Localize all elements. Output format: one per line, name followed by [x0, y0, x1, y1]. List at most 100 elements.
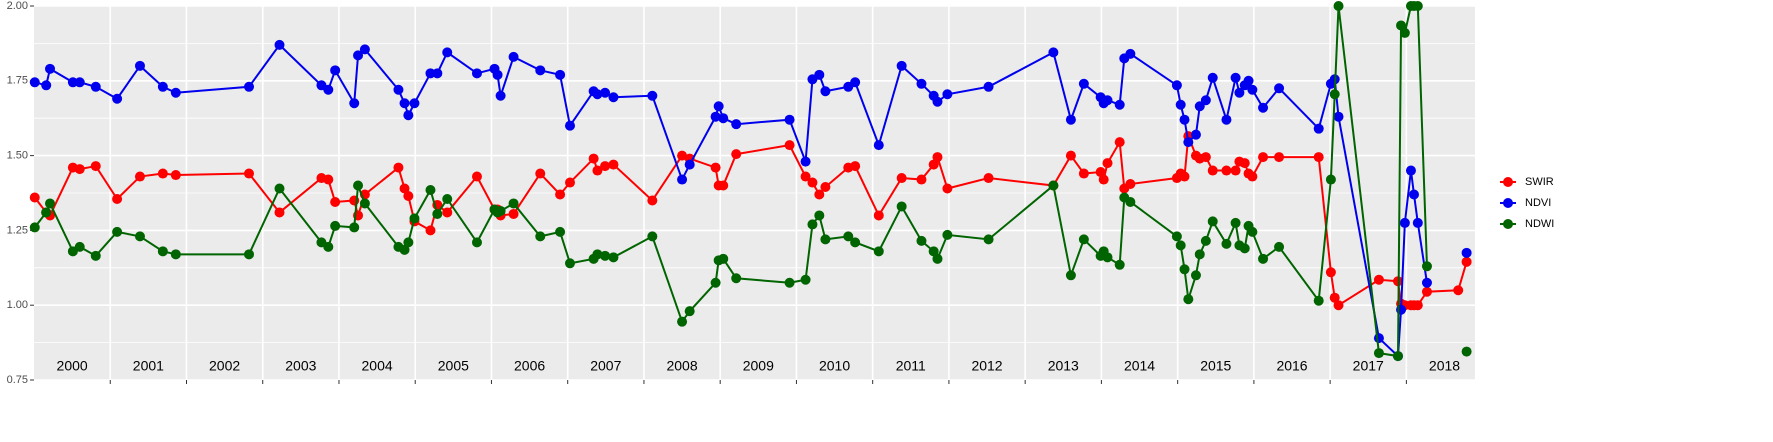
data-point	[495, 205, 506, 216]
data-point	[1230, 165, 1241, 176]
data-point	[1373, 333, 1384, 344]
x-tick-label: 2004	[362, 358, 393, 374]
data-point	[932, 253, 943, 264]
data-point	[718, 180, 729, 191]
data-point	[45, 198, 56, 209]
data-point	[1247, 226, 1258, 237]
data-point	[471, 237, 482, 248]
data-point	[1221, 114, 1232, 125]
y-tick-label: 1.25	[7, 224, 28, 236]
data-point	[684, 306, 695, 317]
data-point	[349, 222, 360, 233]
data-point	[409, 213, 420, 224]
x-tick-label: 2012	[971, 358, 1002, 374]
data-point	[112, 226, 123, 237]
data-point	[134, 231, 145, 242]
data-point	[274, 183, 285, 194]
data-point	[323, 84, 334, 95]
data-point	[800, 274, 811, 285]
x-tick-label: 2013	[1048, 358, 1079, 374]
x-tick-label: 2007	[590, 358, 621, 374]
data-point	[244, 168, 255, 179]
y-tick-label: 1.50	[7, 150, 28, 162]
data-point	[784, 277, 795, 288]
data-point	[1078, 78, 1089, 89]
data-point	[592, 249, 603, 260]
data-point	[731, 273, 742, 284]
data-point	[600, 250, 611, 261]
data-point	[896, 201, 907, 212]
x-tick-label: 2003	[285, 358, 316, 374]
data-point	[157, 246, 168, 257]
data-point	[1194, 101, 1205, 112]
data-point	[508, 51, 519, 62]
data-point	[1171, 80, 1182, 91]
data-point	[1078, 168, 1089, 179]
data-point	[1421, 277, 1432, 288]
data-point	[1329, 292, 1340, 303]
data-point	[1183, 137, 1194, 148]
data-point	[1230, 72, 1241, 83]
data-point	[432, 208, 443, 219]
data-point	[1048, 180, 1059, 191]
data-point	[807, 219, 818, 230]
data-point	[1392, 351, 1403, 362]
data-point	[710, 162, 721, 173]
legend-label: SWIR	[1525, 176, 1554, 188]
data-point	[359, 198, 370, 209]
data-point	[495, 90, 506, 101]
data-point	[535, 65, 546, 76]
data-point	[896, 60, 907, 71]
data-point	[244, 249, 255, 260]
data-point	[1421, 261, 1432, 272]
data-point	[274, 39, 285, 50]
data-point	[820, 86, 831, 97]
data-point	[1114, 259, 1125, 270]
legend-swatch	[1503, 177, 1513, 187]
data-point	[800, 171, 811, 182]
data-point	[1329, 89, 1340, 100]
data-point	[393, 84, 404, 95]
y-tick-label: 2.00	[7, 0, 28, 12]
data-point	[677, 174, 688, 185]
data-point	[600, 161, 611, 172]
data-point	[1313, 123, 1324, 134]
data-point	[1065, 150, 1076, 161]
data-point	[592, 165, 603, 176]
data-point	[1125, 48, 1136, 59]
legend-label: NDVI	[1525, 197, 1551, 209]
data-point	[983, 173, 994, 184]
data-point	[608, 92, 619, 103]
data-point	[718, 113, 729, 124]
data-point	[1373, 274, 1384, 285]
data-point	[942, 183, 953, 194]
data-point	[41, 80, 52, 91]
data-point	[1461, 346, 1472, 357]
data-point	[1048, 47, 1059, 58]
x-tick-label: 2005	[438, 358, 469, 374]
data-point	[1234, 87, 1245, 98]
data-point	[873, 246, 884, 257]
data-point	[647, 90, 658, 101]
data-point	[731, 149, 742, 160]
data-point	[647, 231, 658, 242]
x-tick-label: 2011	[896, 358, 926, 374]
data-point	[784, 114, 795, 125]
data-point	[29, 77, 40, 88]
data-point	[1102, 158, 1113, 169]
x-tick-label: 2018	[1429, 358, 1460, 374]
data-point	[713, 101, 724, 112]
data-point	[850, 77, 861, 88]
data-point	[1274, 83, 1285, 94]
data-point	[157, 168, 168, 179]
data-point	[170, 249, 181, 260]
data-point	[112, 93, 123, 104]
data-point	[600, 87, 611, 98]
data-point	[1179, 114, 1190, 125]
data-point	[45, 63, 56, 74]
data-point	[1065, 270, 1076, 281]
x-tick-label: 2006	[514, 358, 545, 374]
data-point	[1207, 72, 1218, 83]
data-point	[1396, 20, 1407, 31]
